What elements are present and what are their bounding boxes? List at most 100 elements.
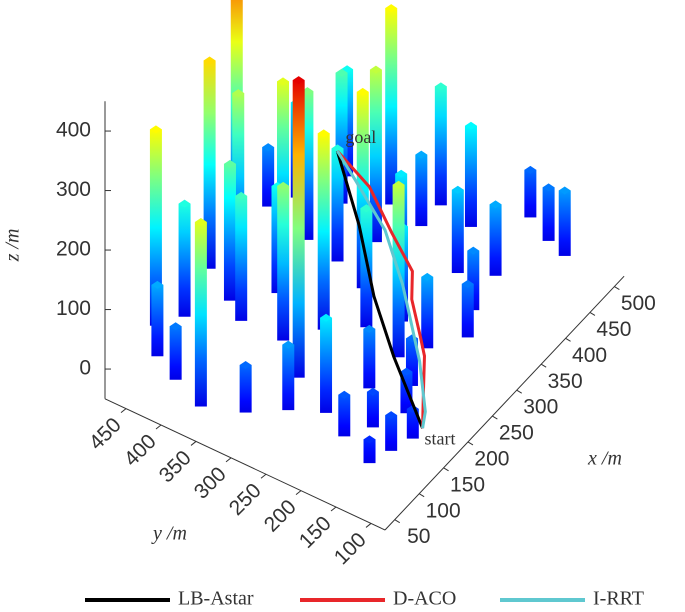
y-tick <box>330 506 337 512</box>
obstacle-column <box>461 283 474 338</box>
obstacle-column <box>363 439 376 464</box>
z-tick-label: 400 <box>56 119 91 142</box>
obstacle-column <box>558 190 571 256</box>
x-tick-label: 500 <box>621 292 656 315</box>
obstacle-column <box>542 187 555 241</box>
obstacle-cap <box>169 322 182 331</box>
x-tick-label: 450 <box>596 318 631 341</box>
legend-label: I-RRT <box>593 588 644 610</box>
y-tick-label: 150 <box>295 512 336 553</box>
obstacle-column <box>282 344 295 411</box>
obstacle-cap <box>464 121 477 130</box>
y-tick <box>120 408 127 414</box>
x-tick-label: 200 <box>474 447 509 470</box>
obstacle-cap <box>524 165 537 174</box>
obstacle-cap <box>542 183 555 192</box>
y-tick-label: 200 <box>260 495 301 536</box>
obstacle-cap <box>194 218 207 227</box>
x-tick <box>589 312 596 316</box>
y-tick <box>260 473 267 479</box>
obstacle-cap <box>232 89 245 98</box>
obstacle-column <box>151 284 164 357</box>
obstacle-column <box>338 394 351 437</box>
x-axis-label: x /m <box>587 448 622 470</box>
path-line <box>335 150 424 429</box>
obstacle-cap <box>292 76 305 85</box>
obstacle-cap <box>385 4 398 13</box>
y-tick-label: 450 <box>85 413 126 454</box>
z-axis-label: z /m <box>2 229 24 263</box>
obstacle-cap <box>451 185 464 194</box>
obstacle-cap <box>178 199 191 208</box>
y-tick-label: 350 <box>155 446 196 487</box>
obstacle-cap <box>149 125 162 134</box>
obstacle-cap <box>415 150 428 159</box>
obstacle-column <box>464 125 477 227</box>
x-tick <box>516 389 523 394</box>
y-tick <box>190 441 197 446</box>
x-axis-line <box>384 275 625 531</box>
x-tick <box>540 363 547 368</box>
obstacle-cap <box>366 387 379 396</box>
obstacle-column <box>178 203 191 317</box>
obstacle-cap <box>489 200 502 209</box>
x-tick-label: 400 <box>572 344 607 367</box>
legend-label: LB-Astar <box>178 588 254 610</box>
obstacle-cap <box>395 169 408 178</box>
z-tick-label: 100 <box>56 297 91 320</box>
obstacle-cap <box>335 68 348 77</box>
obstacle-column <box>235 195 248 321</box>
obstacle-column <box>223 163 236 301</box>
obstacle-cap <box>203 56 216 65</box>
x-tick-label: 300 <box>523 396 558 419</box>
obstacle-cap <box>392 180 405 189</box>
obstacle-cap <box>369 65 382 74</box>
y-tick-label: 400 <box>120 430 161 471</box>
obstacle-cap <box>558 186 571 195</box>
obstacle-column <box>331 148 344 262</box>
obstacle-column <box>239 364 252 413</box>
y-axis-label: y /m <box>151 523 187 545</box>
x-tick <box>418 493 425 498</box>
obstacle-cap <box>282 340 295 349</box>
z-tick-label: 300 <box>56 178 91 201</box>
obstacle-column <box>415 154 428 227</box>
obstacle-cap <box>151 280 164 289</box>
obstacle-column <box>169 326 182 380</box>
x-tick-label: 350 <box>548 370 583 393</box>
obstacle-cap <box>434 82 447 91</box>
obstacle-cap <box>317 129 330 138</box>
x-tick <box>467 441 474 446</box>
legend-label: D-ACO <box>393 588 456 610</box>
y-tick-label: 100 <box>330 528 371 569</box>
obstacle-column <box>203 60 216 269</box>
obstacle-column <box>406 408 419 439</box>
obstacle-column <box>366 391 379 428</box>
obstacle-column <box>262 147 275 207</box>
y-tick <box>365 523 372 528</box>
obstacle-column <box>363 328 376 389</box>
x-tick-label: 100 <box>426 499 461 522</box>
obstacle-column <box>277 185 290 341</box>
obstacle-cap <box>277 181 290 190</box>
obstacle-cap <box>239 360 252 369</box>
obstacle-column <box>489 204 502 276</box>
obstacle-column <box>421 276 434 349</box>
obstacle-cap <box>385 411 398 420</box>
x-tick <box>492 415 498 420</box>
x-tick-label: 250 <box>499 422 534 445</box>
obstacle-cap <box>356 87 369 96</box>
x-tick <box>614 286 620 290</box>
goal-label: goal <box>345 127 376 147</box>
y-tick <box>155 424 162 430</box>
obstacle-cap <box>338 390 351 399</box>
obstacle-cap <box>320 313 333 322</box>
obstacle-column <box>451 189 464 274</box>
y-tick-label: 250 <box>225 479 266 520</box>
x-tick <box>565 337 571 342</box>
x-tick-label: 150 <box>450 473 485 496</box>
obstacle-column <box>320 317 333 413</box>
obstacle-column <box>194 222 207 407</box>
y-tick <box>295 490 302 496</box>
